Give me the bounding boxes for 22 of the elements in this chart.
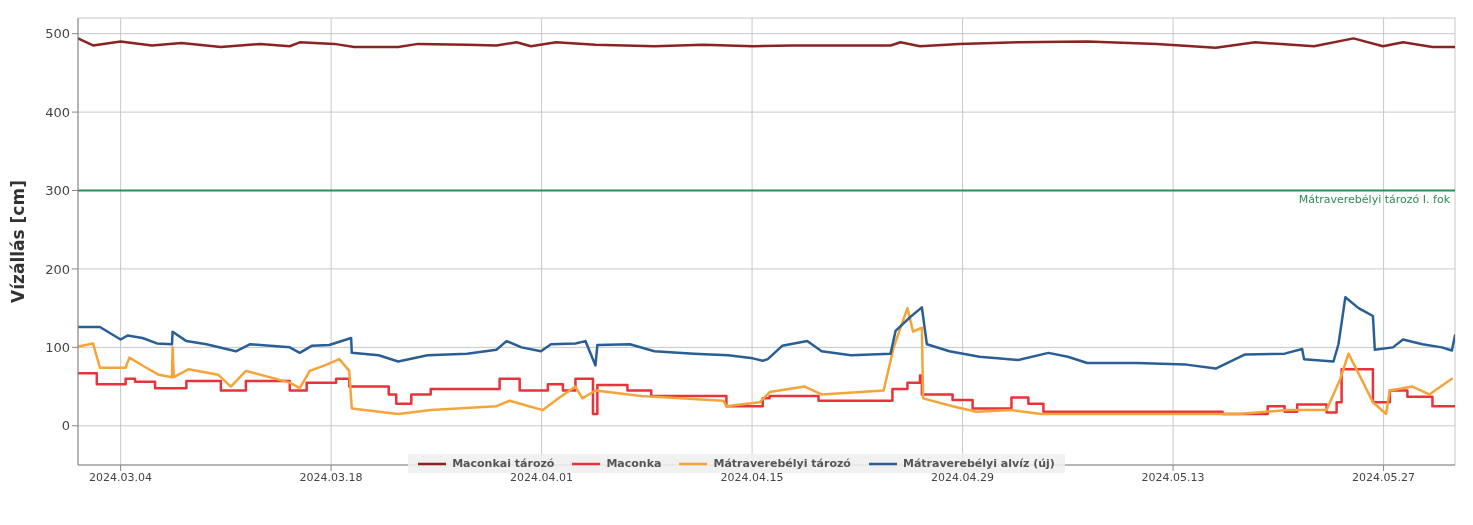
- line-series: [78, 306, 1454, 416]
- y-tick-label: 0: [61, 418, 70, 434]
- x-tick-label: 2024.04.15: [720, 470, 784, 484]
- legend-label: Mátraverebélyi tározó: [712, 457, 851, 470]
- x-tick-label: 2024.03.04: [89, 470, 153, 484]
- x-tick-label: 2024.04.01: [510, 470, 574, 484]
- legend-label: Maconka: [605, 457, 662, 470]
- x-tick-label: 2024.04.29: [931, 470, 995, 484]
- line-series: [78, 37, 1455, 50]
- y-tick-label: 300: [45, 183, 70, 199]
- line-series: [78, 295, 1455, 370]
- x-tick-label: 2024.03.18: [299, 470, 363, 484]
- legend-label: Maconkai tározó: [451, 457, 555, 470]
- y-tick-label: 200: [45, 261, 70, 277]
- x-tick-label: 2024.05.13: [1141, 470, 1205, 484]
- legend-label: Mátraverebélyi alvíz (új): [901, 457, 1055, 470]
- y-tick-label: 500: [45, 26, 70, 42]
- ref-line-label: Mátraverebélyi tározó I. fok: [1298, 193, 1451, 207]
- x-tick-label: 2024.05.27: [1352, 470, 1416, 484]
- y-axis-title: Vízállás [cm]: [8, 180, 29, 303]
- y-tick-label: 400: [45, 104, 70, 120]
- y-tick-label: 100: [45, 339, 70, 355]
